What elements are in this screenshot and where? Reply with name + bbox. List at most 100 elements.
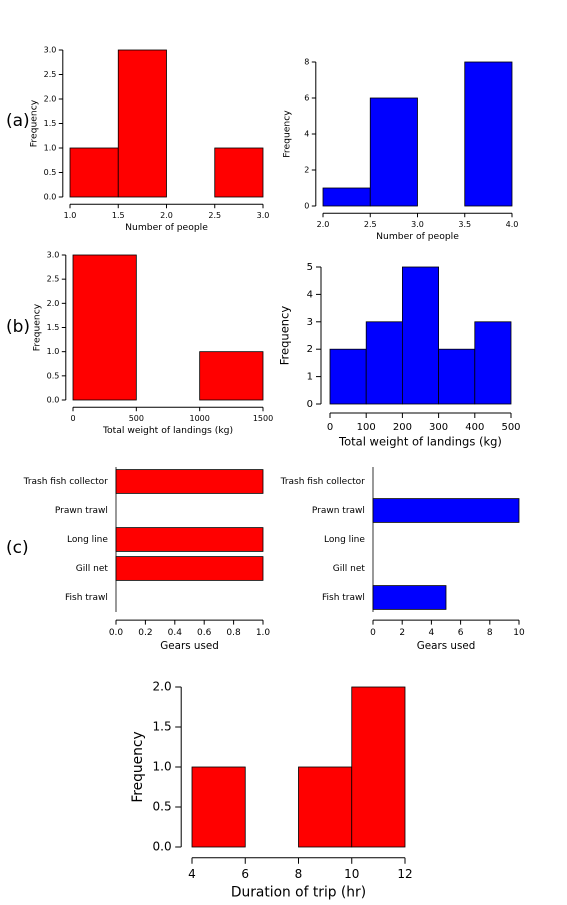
category-label: Long line — [324, 535, 365, 545]
x-tick-label: 0 — [370, 628, 376, 638]
x-tick-label: 3.0 — [411, 220, 424, 229]
bar — [115, 556, 264, 581]
y-tick-label: 0.5 — [153, 800, 172, 814]
bar — [474, 321, 512, 405]
category-label: Long line — [67, 535, 108, 545]
bar — [329, 348, 367, 405]
x-tick-label: 200 — [393, 422, 412, 433]
bar — [69, 147, 119, 198]
y-tick-label: 5 — [307, 262, 313, 273]
y-tick-label: 6 — [304, 94, 309, 103]
bar — [72, 254, 137, 401]
y-axis-title: Frequency — [278, 306, 292, 366]
x-tick-label: 2.0 — [317, 220, 330, 229]
bar — [115, 469, 264, 494]
x-tick-label: 0.2 — [138, 628, 152, 638]
y-tick-label: 2 — [307, 344, 313, 355]
y-tick-label: 1.0 — [153, 760, 172, 774]
x-axis-title: Duration of trip (hr) — [231, 885, 366, 901]
x-tick-label: 0 — [70, 414, 75, 423]
x-tick-label: 0.6 — [197, 628, 212, 638]
y-tick-label: 2.5 — [44, 70, 57, 79]
y-tick-label: 1.5 — [47, 323, 60, 332]
x-tick-label: 6 — [458, 628, 464, 638]
y-tick-label: 4 — [307, 289, 313, 300]
y-axis-title: Frequency — [32, 303, 43, 351]
panel-label: (c) — [6, 538, 29, 558]
x-tick-label: 500 — [129, 414, 144, 423]
x-tick-label: 500 — [501, 422, 520, 433]
x-tick-label: 12 — [397, 867, 412, 881]
x-axis-title: Number of people — [125, 222, 208, 233]
panel-label: (a) — [6, 111, 30, 131]
bar — [372, 585, 447, 610]
category-label: Prawn trawl — [55, 506, 108, 516]
y-axis-title: Frequency — [282, 110, 293, 158]
y-tick-label: 0.5 — [47, 371, 60, 380]
y-tick-label: 3 — [307, 317, 313, 328]
x-axis-title: Gears used — [417, 640, 476, 652]
x-tick-label: 0 — [327, 422, 333, 433]
y-tick-label: 3.0 — [47, 251, 60, 260]
x-tick-label: 6 — [241, 867, 249, 881]
bar — [191, 766, 246, 848]
bar — [464, 61, 513, 207]
category-label: Gill net — [333, 564, 366, 574]
bar — [117, 49, 167, 198]
category-label: Gill net — [76, 564, 109, 574]
x-tick-label: 2.5 — [364, 220, 377, 229]
category-label: Fish trawl — [65, 593, 108, 603]
y-tick-label: 1.5 — [44, 119, 57, 128]
y-tick-label: 1 — [307, 372, 313, 383]
y-axis-title: Frequency — [130, 731, 146, 802]
x-tick-label: 2.0 — [160, 211, 173, 220]
y-tick-label: 3.0 — [44, 46, 57, 55]
y-tick-label: 0 — [307, 399, 313, 410]
bar — [401, 266, 439, 405]
y-tick-label: 2.0 — [153, 680, 172, 694]
x-axis-title: Total weight of landings (kg) — [338, 435, 502, 449]
x-tick-label: 0.8 — [226, 628, 241, 638]
y-tick-label: 0.0 — [47, 396, 60, 405]
x-tick-label: 8 — [295, 867, 303, 881]
category-label: Trash fish collector — [280, 477, 366, 487]
y-tick-label: 2 — [304, 166, 309, 175]
x-tick-label: 4 — [188, 867, 196, 881]
x-tick-label: 1.0 — [256, 628, 271, 638]
bar — [438, 348, 476, 405]
x-tick-label: 10 — [344, 867, 359, 881]
x-tick-label: 1000 — [189, 414, 209, 423]
bar — [369, 97, 418, 207]
y-tick-label: 2.5 — [47, 275, 60, 284]
y-tick-label: 0.0 — [153, 840, 172, 854]
panel-label: (b) — [6, 317, 30, 337]
x-tick-label: 3.0 — [257, 211, 270, 220]
bar — [199, 351, 264, 401]
x-tick-label: 1.5 — [112, 211, 125, 220]
x-tick-label: 100 — [357, 422, 376, 433]
x-tick-label: 1.0 — [64, 211, 77, 220]
x-tick-label: 1500 — [253, 414, 273, 423]
x-tick-label: 2 — [399, 628, 405, 638]
x-tick-label: 400 — [465, 422, 484, 433]
x-tick-label: 0.4 — [168, 628, 183, 638]
x-tick-label: 4.0 — [506, 220, 519, 229]
x-tick-label: 3.5 — [458, 220, 471, 229]
x-tick-label: 300 — [429, 422, 448, 433]
x-tick-label: 0.0 — [109, 628, 124, 638]
y-tick-label: 8 — [304, 58, 309, 67]
y-tick-label: 1.0 — [44, 144, 57, 153]
category-label: Prawn trawl — [312, 506, 365, 516]
y-axis-title: Frequency — [29, 99, 40, 147]
category-label: Trash fish collector — [23, 477, 109, 487]
x-tick-label: 8 — [487, 628, 493, 638]
bar — [365, 321, 403, 405]
y-tick-label: 0 — [304, 202, 309, 211]
y-tick-label: 2.0 — [47, 299, 60, 308]
bar — [322, 187, 371, 207]
y-tick-label: 4 — [304, 130, 309, 139]
x-axis-title: Total weight of landings (kg) — [102, 425, 233, 436]
y-tick-label: 0.5 — [44, 168, 57, 177]
